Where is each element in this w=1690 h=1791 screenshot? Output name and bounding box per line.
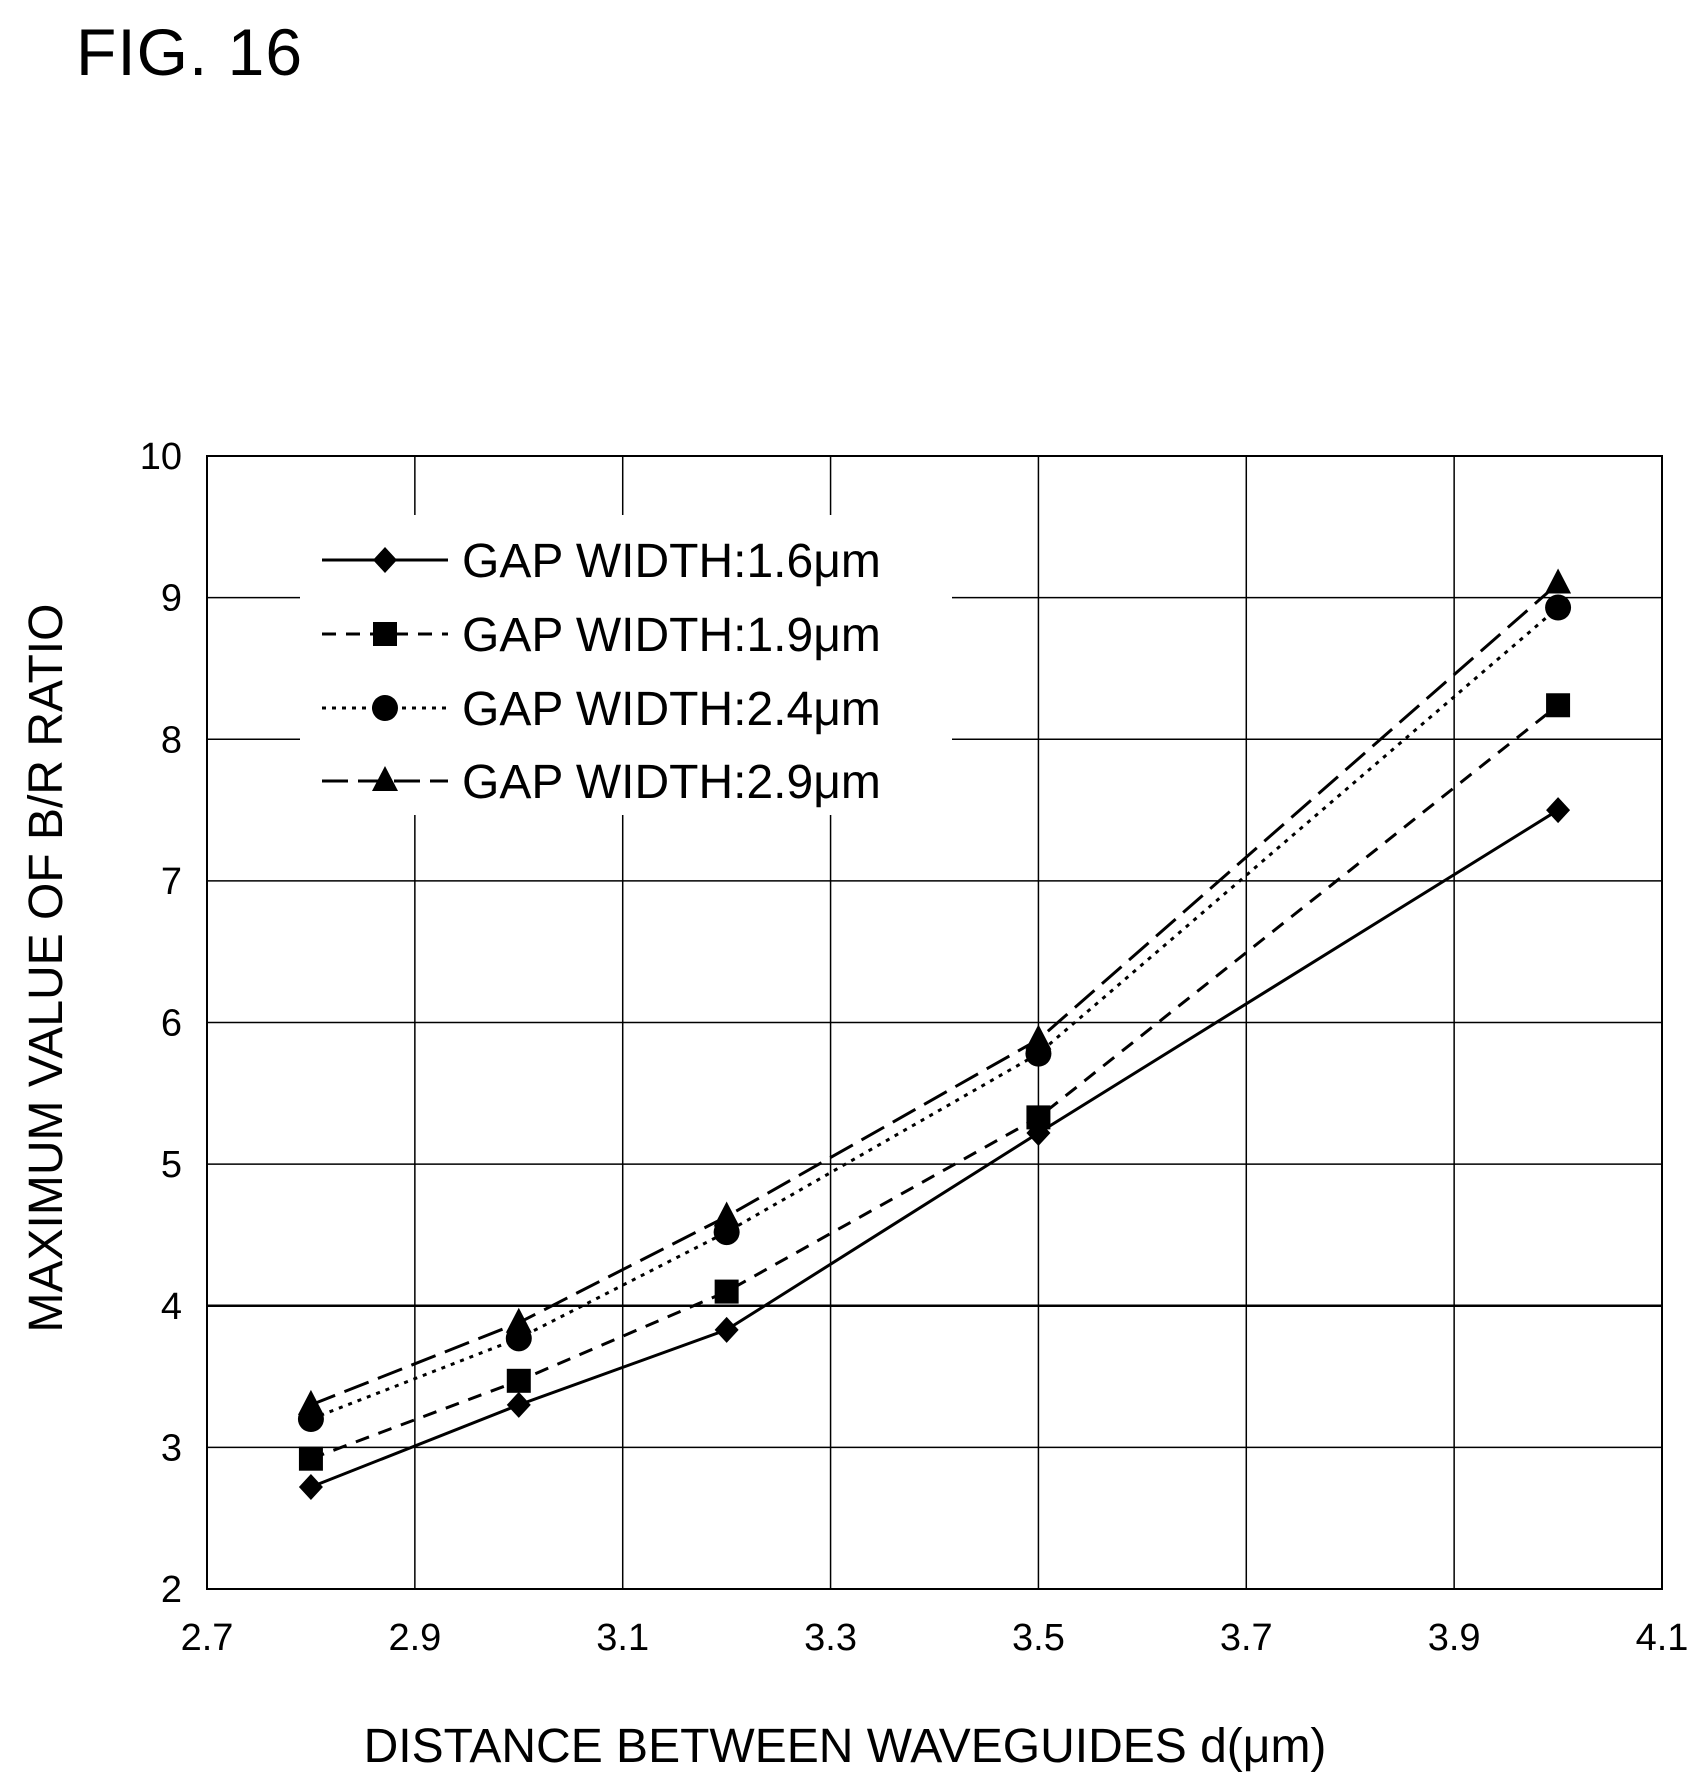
diamond-marker [1546, 797, 1571, 824]
triangle-marker [1025, 1024, 1052, 1050]
y-tick-label: 4 [161, 1286, 182, 1328]
series-triangle [297, 568, 1572, 1415]
diamond-marker [298, 1474, 323, 1501]
diamond-marker [506, 1391, 531, 1418]
square-marker [506, 1368, 531, 1393]
legend-label: GAP WIDTH:2.9μm [462, 756, 881, 809]
x-tick-label: 3.3 [804, 1617, 857, 1659]
square-marker [714, 1279, 739, 1304]
series-diamond [298, 797, 1571, 1501]
y-tick-label: 7 [161, 861, 182, 903]
x-tick-label: 3.7 [1220, 1617, 1273, 1659]
series-lines [297, 568, 1572, 1501]
x-tick-label: 4.1 [1636, 1617, 1689, 1659]
x-tick-label: 2.9 [388, 1617, 441, 1659]
legend-background [300, 515, 952, 815]
figure-title: FIG. 16 [76, 15, 304, 89]
x-tick-label: 3.1 [596, 1617, 649, 1659]
circle-marker [372, 695, 398, 721]
legend-label: GAP WIDTH:2.4μm [462, 683, 881, 736]
x-tick-label: 3.9 [1428, 1617, 1481, 1659]
triangle-marker [505, 1307, 532, 1333]
triangle-marker [1545, 568, 1572, 594]
series-line [310, 704, 1560, 1461]
legend: GAP WIDTH:1.6μm GAP WIDTH:1.9μm GAP WIDTH:… [300, 515, 952, 815]
diamond-marker [714, 1316, 739, 1343]
square-marker [1546, 693, 1571, 718]
y-tick-label: 5 [161, 1144, 182, 1186]
square-marker [1026, 1105, 1051, 1130]
y-tick-label: 2 [161, 1569, 182, 1611]
x-axis-label: DISTANCE BETWEEN WAVEGUIDES d(μm) [364, 1720, 1327, 1773]
x-tick-labels: 2.7 2.9 3.1 3.3 3.5 3.7 3.9 4.1 [181, 1617, 1689, 1659]
diamond-marker [373, 547, 397, 573]
plot-frame [206, 455, 1663, 1590]
y-tick-label: 3 [161, 1427, 182, 1469]
x-tick-label: 3.5 [1012, 1617, 1065, 1659]
series-line [310, 606, 1560, 1421]
legend-label: GAP WIDTH:1.9μm [462, 609, 881, 662]
y-tick-label: 10 [140, 436, 182, 478]
legend-label: GAP WIDTH:1.6μm [462, 535, 881, 588]
circle-marker [1545, 594, 1572, 621]
square-marker [298, 1446, 323, 1471]
y-tick-label: 9 [161, 578, 182, 620]
triangle-marker [297, 1389, 324, 1415]
triangle-marker [713, 1201, 740, 1227]
y-tick-labels: 2 3 4 5 6 7 8 9 10 [140, 436, 182, 1611]
triangle-marker [372, 766, 398, 791]
y-tick-label: 6 [161, 1003, 182, 1045]
square-marker [373, 622, 397, 646]
series-line [310, 808, 1559, 1489]
y-axis-label: MAXIMUM VALUE OF B/R RATIO [20, 604, 73, 1333]
y-tick-label: 8 [161, 719, 182, 761]
series-square [298, 693, 1571, 1471]
x-tick-label: 2.7 [181, 1617, 234, 1659]
